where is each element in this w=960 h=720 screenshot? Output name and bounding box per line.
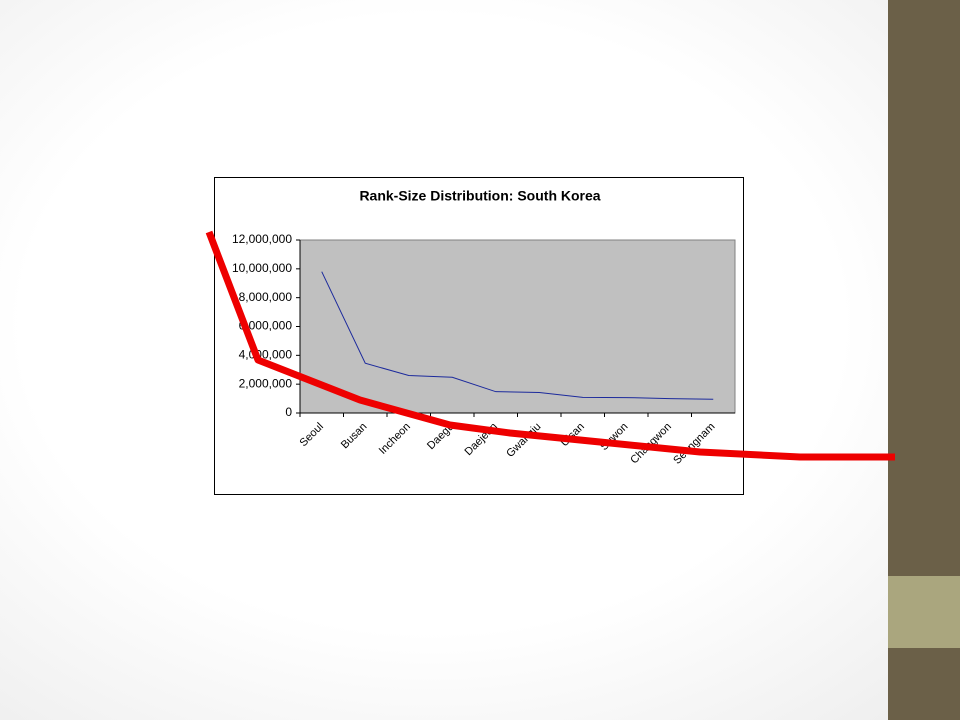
y-tick-label: 12,000,000: [232, 232, 292, 246]
chart-title: Rank-Size Distribution: South Korea: [359, 188, 600, 204]
red-annotation-line: [205, 230, 895, 461]
y-tick-label: 2,000,000: [239, 376, 293, 390]
y-tick-label: 8,000,000: [239, 290, 293, 304]
data-line: [321, 271, 714, 400]
y-tick-label: 6,000,000: [239, 319, 293, 333]
plot-area: [299, 239, 736, 414]
sidebar-accent: [888, 576, 960, 648]
y-tick-label: 10,000,000: [232, 261, 292, 275]
y-tick-label: 0: [285, 405, 292, 419]
